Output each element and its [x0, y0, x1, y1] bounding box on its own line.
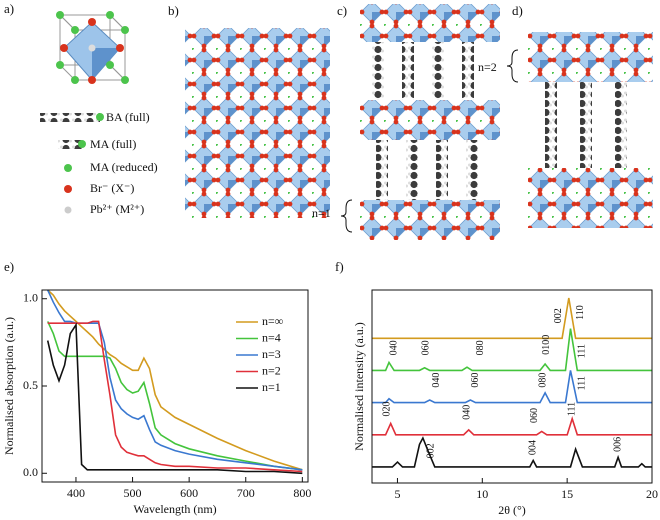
- legend-text: Br⁻ (X⁻): [90, 181, 134, 195]
- panel-label: f): [335, 259, 344, 274]
- peak-label: 060: [421, 340, 432, 355]
- series-line: [46, 322, 303, 475]
- panel-label: b): [168, 3, 179, 18]
- legend-text: MA (reduced): [90, 160, 158, 174]
- x-tick-label: 5: [394, 487, 400, 501]
- x-axis-label: Wavelength (nm): [133, 502, 216, 516]
- peak-label: 060: [470, 373, 481, 388]
- y-tick-label: 1.0: [23, 290, 38, 304]
- peak-label: 004: [528, 440, 539, 455]
- unit-cell: [56, 11, 129, 84]
- series-line: [372, 328, 652, 372]
- series-line: [372, 370, 652, 404]
- peak-label: 040: [431, 373, 442, 388]
- series-line: [372, 297, 652, 340]
- series-line: [372, 416, 652, 436]
- peak-label: 006: [612, 437, 623, 452]
- peak-label: 040: [461, 405, 472, 420]
- panel-label: c): [337, 3, 347, 18]
- x-tick-label: 700: [237, 486, 255, 500]
- x-axis-label: 2θ (°): [498, 503, 526, 517]
- y-axis-label: Normalised absorption (a.u.): [2, 317, 16, 455]
- peak-label: 002: [426, 443, 437, 458]
- legend-text: Pb²⁺ (M²⁺): [90, 202, 144, 216]
- legend-label: n=1: [262, 380, 281, 394]
- series-line: [47, 289, 303, 471]
- peak-label: 060: [529, 408, 540, 423]
- series-line: [372, 436, 652, 468]
- legend-icons: [40, 113, 104, 214]
- legend-text: BA (full): [106, 110, 150, 124]
- peak-label: 110: [575, 305, 586, 320]
- legend-label: n=4: [262, 330, 281, 344]
- panel-label: e): [4, 259, 14, 274]
- peak-label: 020: [382, 402, 393, 417]
- structure: [185, 28, 330, 218]
- legend-label: n=∞: [262, 314, 283, 328]
- legend-label: n=3: [262, 347, 281, 361]
- series-line: [47, 320, 303, 473]
- peak-label: 111: [567, 402, 578, 416]
- plot-frame: [371, 289, 653, 484]
- structure: [506, 32, 653, 228]
- structure: [340, 4, 500, 240]
- x-tick-label: 800: [293, 486, 311, 500]
- x-tick-label: 400: [67, 486, 85, 500]
- y-tick-label: 0.5: [23, 378, 38, 392]
- x-tick-label: 10: [476, 487, 488, 501]
- peak-label: 080: [475, 340, 486, 355]
- peak-label: 111: [577, 376, 588, 390]
- peak-label: 080: [538, 373, 549, 388]
- x-tick-label: 15: [561, 487, 573, 501]
- legend-label: n=2: [262, 363, 281, 377]
- series-line: [46, 321, 303, 471]
- peak-label: 002: [553, 308, 564, 323]
- legend-text: MA (full): [90, 137, 136, 151]
- annotation: n=1: [312, 206, 331, 220]
- panel-label: a): [4, 1, 14, 16]
- peak-label: 0100: [541, 335, 552, 355]
- x-tick-label: 600: [180, 486, 198, 500]
- y-axis-label: Normalised intensity (a.u.): [352, 322, 366, 451]
- annotation: n=2: [478, 60, 497, 74]
- series-line: [46, 289, 303, 471]
- y-tick-label: 0.0: [23, 465, 38, 479]
- panel-label: d): [512, 3, 523, 18]
- x-tick-label: 20: [646, 487, 658, 501]
- x-tick-label: 500: [124, 486, 142, 500]
- peak-label: 040: [388, 340, 399, 355]
- peak-label: 111: [577, 344, 588, 358]
- plot-frame: [41, 289, 309, 483]
